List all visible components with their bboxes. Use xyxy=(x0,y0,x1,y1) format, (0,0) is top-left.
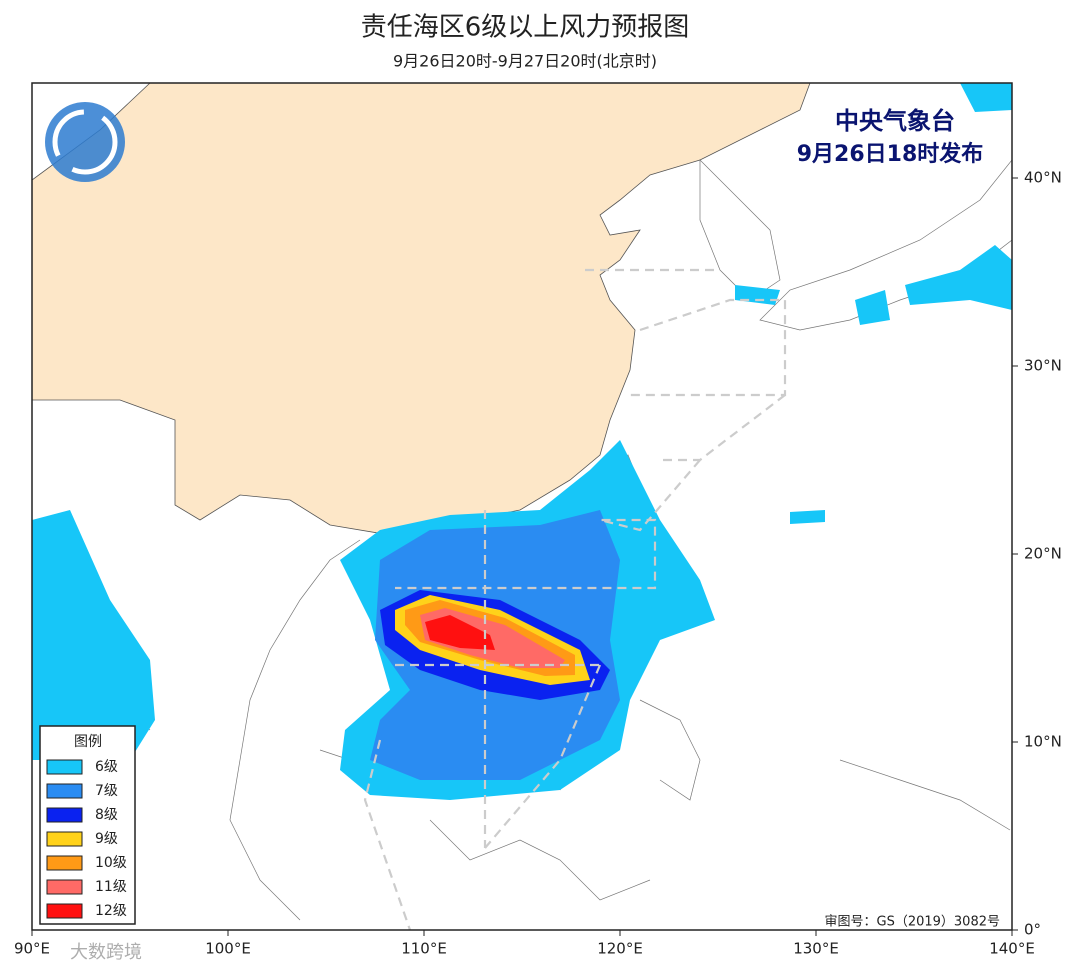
legend-label: 10级 xyxy=(95,855,127,871)
issue-time: 9月26日18时发布 xyxy=(797,141,984,167)
legend-swatch xyxy=(46,807,83,823)
legend-swatch xyxy=(46,759,83,775)
legend-label: 11级 xyxy=(95,879,127,895)
lon-tick-label: 100°E xyxy=(205,940,251,958)
lon-tick-label: 110°E xyxy=(401,940,447,958)
wind-zones xyxy=(32,83,1012,800)
wind-zone xyxy=(960,83,1012,112)
legend-swatch xyxy=(46,903,83,919)
legend-swatch xyxy=(46,783,83,799)
wind-zone xyxy=(790,510,825,524)
legend-title: 图例 xyxy=(74,734,102,750)
legend-label: 8级 xyxy=(95,807,118,823)
wind-zone xyxy=(32,510,155,760)
logo-swirl xyxy=(52,109,118,175)
lon-tick-label: 130°E xyxy=(793,940,839,958)
wind-zone xyxy=(855,290,890,325)
legend-label: 6级 xyxy=(95,759,118,775)
lon-tick-label: 120°E xyxy=(597,940,643,958)
legend-swatch xyxy=(46,831,83,847)
map-body: 中央气象台 9月26日18时发布 审图号：GS（2019）3082号 xyxy=(32,83,1012,930)
watermark: 大数跨境 xyxy=(70,942,142,963)
agency: 中央气象台 xyxy=(835,107,955,135)
legend-label: 7级 xyxy=(95,783,118,799)
lat-tick-label: 40°N xyxy=(1024,169,1062,187)
wind-zone xyxy=(425,615,495,650)
lon-tick-label: 90°E xyxy=(14,940,50,958)
china-land xyxy=(32,83,811,536)
lon-tick-label: 140°E xyxy=(989,940,1035,958)
approval-number: 审图号：GS（2019）3082号 xyxy=(825,915,1001,930)
sea-area-boundaries xyxy=(363,268,787,930)
lat-tick-label: 20°N xyxy=(1024,545,1062,563)
subtitle: 9月26日20时-9月27日20时(北京时) xyxy=(393,52,657,71)
lat-tick-label: 0° xyxy=(1024,921,1041,939)
lat-tick-label: 10°N xyxy=(1024,733,1062,751)
legend-swatch xyxy=(46,879,83,895)
legend-swatch xyxy=(46,855,83,871)
title: 责任海区6级以上风力预报图 xyxy=(361,13,690,43)
legend-label: 12级 xyxy=(95,903,127,919)
wind-zone xyxy=(905,245,1012,310)
legend-label: 9级 xyxy=(95,831,118,847)
lat-tick-label: 30°N xyxy=(1024,357,1062,375)
legend: 图例 6级 7级 8级 9级 10级 11级 12级 xyxy=(39,725,136,925)
map-frame xyxy=(31,82,1013,931)
